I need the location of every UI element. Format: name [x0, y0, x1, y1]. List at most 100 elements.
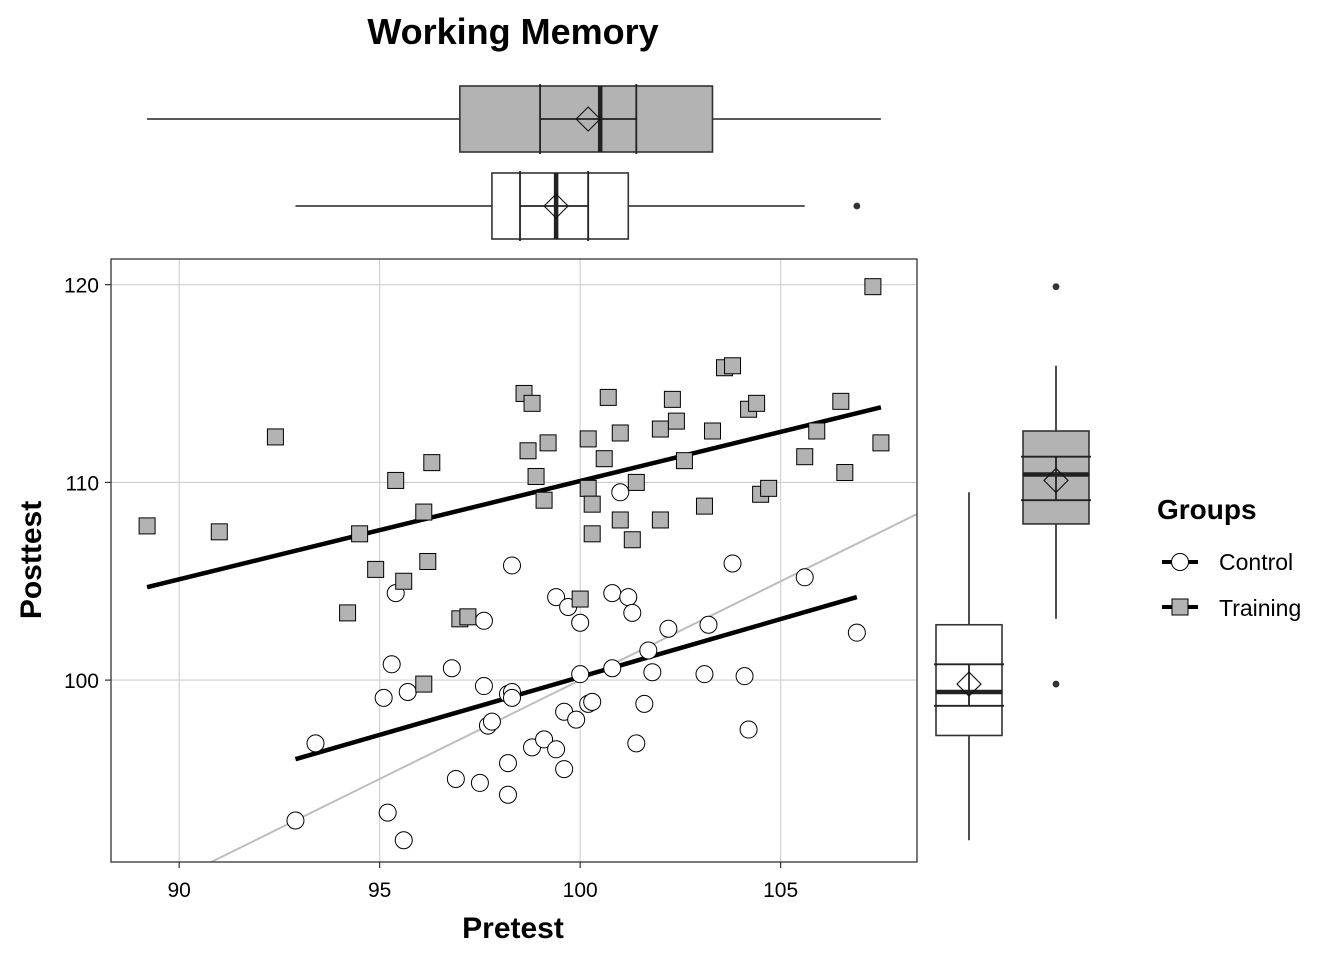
point-control [502, 688, 521, 707]
point-training [663, 390, 681, 408]
point-training [611, 511, 629, 529]
point-control [498, 785, 517, 804]
point-control [470, 773, 489, 792]
point-control [482, 712, 501, 731]
point-training [459, 608, 477, 626]
point-training [583, 495, 601, 513]
x-axis-ticks: 90 95 100 105 [167, 862, 798, 902]
fit-line-training [146, 405, 882, 590]
point-control [306, 734, 325, 753]
point-training [599, 388, 617, 406]
point-control [286, 811, 305, 830]
point-training [760, 479, 778, 497]
point-training [395, 572, 413, 590]
x-tick-label: 90 [167, 879, 190, 902]
point-training [611, 424, 629, 442]
point-control [699, 615, 718, 634]
point-control [723, 554, 742, 573]
pretest-boxplots [147, 84, 881, 241]
point-training [210, 523, 228, 541]
legend-training-label: Training [1219, 595, 1301, 621]
point-control [603, 584, 622, 603]
data-points [138, 278, 890, 850]
point-training [836, 464, 854, 482]
point-training [419, 552, 437, 570]
point-control [547, 588, 566, 607]
point-control [442, 659, 461, 678]
point-training [387, 471, 405, 489]
posttest-boxplots [934, 283, 1091, 841]
grid-lines [111, 259, 917, 862]
posttest-box-training-outlier [1052, 680, 1060, 688]
point-training [627, 473, 645, 491]
panel-border [110, 258, 918, 863]
y-tick-label: 100 [64, 670, 99, 693]
identity-line-path [208, 512, 917, 862]
y-axis-ticks: 100 110 120 [64, 275, 111, 693]
point-control [583, 692, 602, 711]
point-control [374, 688, 393, 707]
point-training [523, 394, 541, 412]
point-training [651, 420, 669, 438]
point-training [571, 590, 589, 608]
point-training [675, 452, 693, 470]
point-training [351, 525, 369, 543]
point-control [378, 803, 397, 822]
y-tick-label: 120 [64, 275, 99, 298]
legend: Groups Control Training [1157, 494, 1301, 621]
point-training [535, 491, 553, 509]
pretest-box-training-mean-marker [575, 106, 601, 132]
point-training [415, 503, 433, 521]
point-training [595, 450, 613, 468]
point-control [659, 619, 678, 638]
x-tick-label: 95 [368, 879, 391, 902]
point-control [474, 611, 493, 630]
legend-title: Groups [1157, 494, 1257, 525]
point-control [619, 588, 638, 607]
point-training [748, 394, 766, 412]
point-training [339, 604, 357, 622]
pretest-box-control-outlier [853, 202, 861, 210]
legend-training-marker [1171, 598, 1189, 616]
point-control [502, 556, 521, 575]
point-control [474, 677, 493, 696]
point-control [398, 682, 417, 701]
point-training [695, 497, 713, 515]
point-training [539, 434, 557, 452]
point-training [796, 448, 814, 466]
point-training [423, 454, 441, 472]
x-tick-label: 100 [563, 879, 598, 902]
y-tick-label: 110 [66, 472, 99, 495]
legend-control-label: Control [1219, 549, 1293, 575]
point-control [739, 720, 758, 739]
point-training [651, 511, 669, 529]
point-control [639, 641, 658, 660]
posttest-box-training-outlier [1052, 283, 1060, 291]
chart-title: Working Memory [367, 11, 658, 52]
legend-control-marker [1171, 553, 1189, 571]
point-control [567, 710, 586, 729]
point-training [623, 531, 641, 549]
point-training [415, 675, 433, 693]
point-training [266, 428, 284, 446]
point-control [571, 613, 590, 632]
x-tick-label: 105 [763, 879, 798, 902]
y-axis-title: Posttest [15, 501, 48, 619]
point-control [603, 659, 622, 678]
identity-line [208, 512, 917, 862]
point-training [579, 430, 597, 448]
point-training [832, 392, 850, 410]
point-control [627, 734, 646, 753]
point-training [872, 434, 890, 452]
point-control [795, 568, 814, 587]
point-control [735, 667, 754, 686]
point-control [535, 730, 554, 749]
legend-item-training: Training [1162, 595, 1301, 621]
pretest-box-control-mean-marker [543, 193, 569, 219]
point-control [571, 665, 590, 684]
point-control [847, 623, 866, 642]
posttest-box-training-mean-marker [1043, 467, 1069, 494]
point-training [864, 278, 882, 296]
point-training [583, 525, 601, 543]
